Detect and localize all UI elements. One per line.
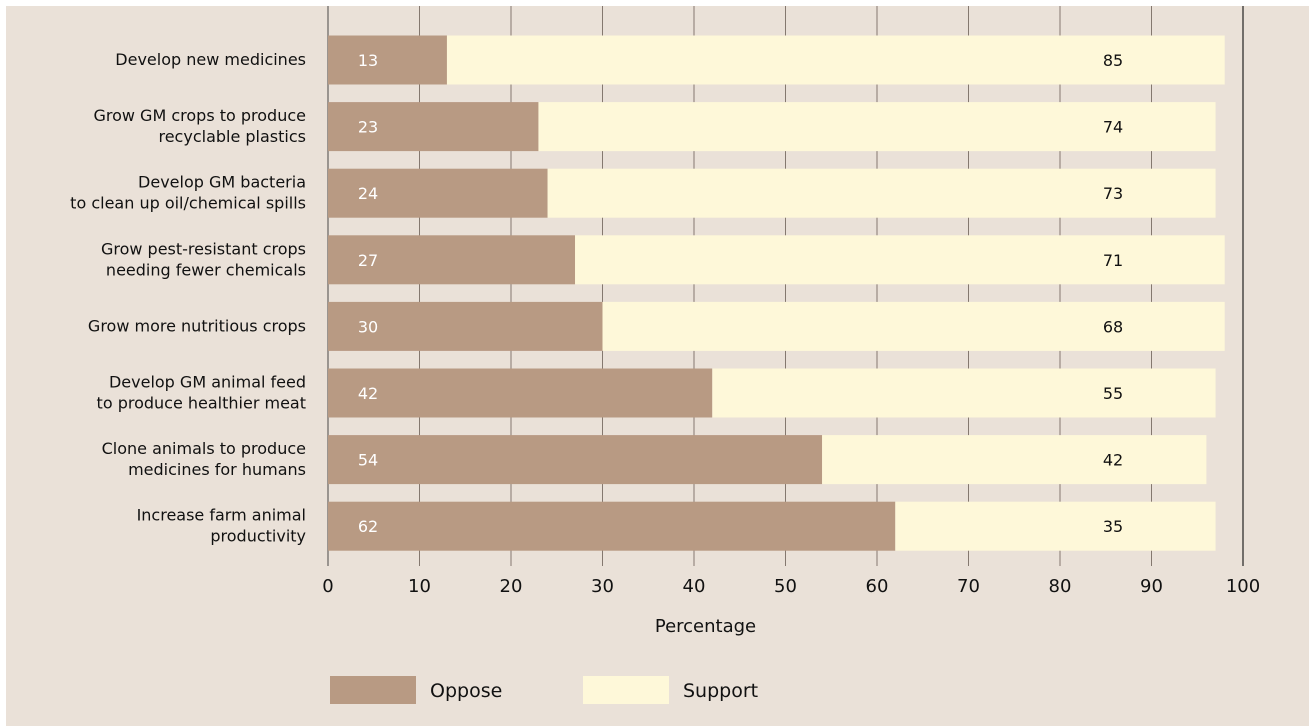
- bar-support: [446, 35, 1225, 85]
- data-label-support: 85: [1103, 51, 1123, 70]
- legend-swatch: [330, 676, 416, 704]
- category-label: Clone animals to produce medicines for hu…: [102, 439, 306, 479]
- x-tick-label: 90: [1140, 576, 1163, 597]
- category-label: Develop new medicines: [115, 50, 306, 69]
- bar-oppose: [328, 102, 539, 152]
- x-tick-label: 100: [1226, 576, 1260, 597]
- data-label-support: 35: [1103, 517, 1123, 536]
- bar-oppose: [328, 35, 447, 85]
- data-label-support: 74: [1103, 118, 1123, 137]
- legend-label: Oppose: [430, 680, 502, 702]
- x-tick-label: 70: [957, 576, 980, 597]
- x-tick-label: 10: [408, 576, 431, 597]
- bar-support: [602, 301, 1225, 351]
- data-label-support: 71: [1103, 251, 1123, 270]
- bar-support: [547, 168, 1216, 218]
- category-label: Grow more nutritious crops: [88, 316, 306, 335]
- data-label-oppose: 27: [358, 251, 378, 270]
- data-label-oppose: 62: [358, 517, 378, 536]
- category-label: Increase farm animal productivity: [137, 506, 306, 546]
- bar-oppose: [328, 368, 713, 418]
- data-label-oppose: 13: [358, 51, 378, 70]
- bar-support: [538, 102, 1216, 152]
- bar-oppose: [328, 235, 576, 285]
- category-label: Develop GM animal feed to produce healthi…: [97, 373, 306, 413]
- data-label-oppose: 30: [358, 317, 378, 336]
- data-label-support: 42: [1103, 451, 1123, 470]
- legend: Oppose Support: [330, 676, 758, 704]
- x-tick-label: 80: [1049, 576, 1072, 597]
- x-tick-label: 0: [322, 576, 333, 597]
- x-tick-label: 60: [866, 576, 889, 597]
- x-tick-label: 20: [500, 576, 523, 597]
- data-label-oppose: 24: [358, 184, 378, 203]
- chart-panel: 13 85 Develop new medicines 23 74 Grow GM cro…: [6, 6, 1309, 726]
- data-label-oppose: 54: [358, 451, 378, 470]
- bar-support: [575, 235, 1225, 285]
- category-label: Grow pest-resistant crops needing fewer c…: [101, 239, 306, 279]
- bar-oppose: [328, 501, 896, 551]
- data-label-oppose: 42: [358, 384, 378, 403]
- x-tick-label: 30: [591, 576, 614, 597]
- x-tick-label: 40: [683, 576, 706, 597]
- category-label: Develop GM bacteria to clean up oil/chemi…: [70, 173, 306, 213]
- bar-oppose: [328, 435, 823, 485]
- x-tick-label: 50: [774, 576, 797, 597]
- category-label: Grow GM crops to produce recyclable plast…: [93, 106, 306, 146]
- data-label-support: 73: [1103, 184, 1123, 203]
- legend-label: Support: [683, 680, 758, 702]
- data-label-oppose: 23: [358, 118, 378, 137]
- bar-oppose: [328, 168, 548, 218]
- bar-support: [895, 501, 1216, 551]
- data-label-support: 55: [1103, 384, 1123, 403]
- x-axis-title: Percentage: [655, 616, 756, 637]
- bar-support: [712, 368, 1216, 418]
- legend-swatch: [583, 676, 669, 704]
- data-label-support: 68: [1103, 317, 1123, 336]
- bar-support: [822, 435, 1207, 485]
- bar-chart: 13 85 Develop new medicines 23 74 Grow GM cro…: [70, 6, 1260, 704]
- bar-oppose: [328, 301, 603, 351]
